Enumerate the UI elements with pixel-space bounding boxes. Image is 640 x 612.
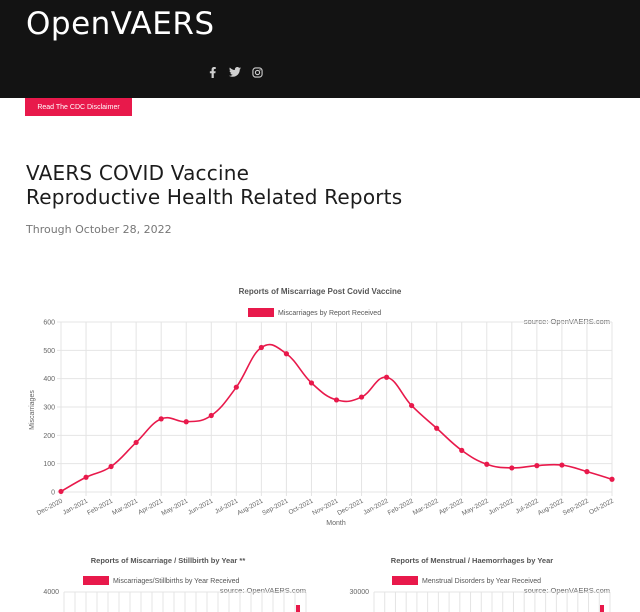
data-point[interactable]: [584, 469, 590, 475]
y-tick-label: 500: [43, 348, 55, 355]
x-axis-label: Month: [326, 520, 346, 527]
y-tick-label: 400: [43, 376, 55, 383]
data-point[interactable]: [509, 465, 515, 471]
x-tick-label: Mar-2021: [111, 497, 139, 516]
x-tick-label: Feb-2021: [86, 497, 114, 516]
site-logo[interactable]: OpenVAERS: [26, 6, 215, 42]
chart-source: source: OpenVAERS.com: [524, 586, 610, 595]
data-point[interactable]: [233, 384, 239, 390]
data-point[interactable]: [459, 447, 465, 453]
legend-label[interactable]: Miscarriages by Report Received: [278, 310, 381, 317]
chart-title: Reports of Miscarriage Post Covid Vaccin…: [239, 287, 402, 296]
menstrual-by-year-chart: Reports of Menstrual / Haemorrhages by Y…: [350, 556, 611, 612]
legend-swatch[interactable]: [392, 576, 418, 585]
twitter-icon[interactable]: [227, 64, 243, 80]
y-tick-label: 100: [43, 461, 55, 468]
site-header: OpenVAERS: [0, 0, 640, 98]
instagram-icon[interactable]: [249, 64, 265, 80]
data-point[interactable]: [308, 380, 315, 386]
y-tick-label: 30000: [350, 589, 370, 596]
x-tick-label: Sep-2021: [261, 497, 290, 517]
data-point[interactable]: [108, 463, 114, 470]
legend-swatch[interactable]: [83, 576, 109, 585]
x-tick-label: Dec-2020: [36, 497, 65, 517]
data-point[interactable]: [83, 474, 89, 480]
data-point[interactable]: [183, 419, 189, 425]
data-point[interactable]: [609, 476, 615, 482]
x-tick-label: Feb-2022: [387, 497, 415, 516]
y-tick-label: 300: [43, 405, 55, 412]
date-subtitle: Through October 28, 2022: [26, 223, 172, 236]
x-tick-label: Oct-2022: [588, 497, 615, 516]
legend-label[interactable]: Miscarriages/Stillbirths by Year Receive…: [113, 578, 240, 585]
bar[interactable]: [600, 605, 604, 612]
data-point[interactable]: [283, 351, 290, 357]
bar[interactable]: [296, 605, 300, 612]
x-tick-label: Oct-2021: [287, 497, 314, 516]
facebook-icon[interactable]: [205, 64, 221, 80]
miscarriage-line-chart: Reports of Miscarriage Post Covid Vaccin…: [29, 287, 615, 527]
data-point[interactable]: [133, 439, 139, 446]
x-tick-label: Apr-2022: [438, 497, 465, 516]
x-tick-label: Jun-2022: [488, 497, 516, 516]
x-tick-label: Apr-2021: [137, 497, 164, 516]
x-tick-label: Sep-2022: [562, 497, 591, 517]
data-point[interactable]: [409, 402, 415, 409]
x-tick-label: Jul-2021: [214, 497, 240, 515]
y-axis-label: Miscarriages: [29, 390, 36, 430]
data-point[interactable]: [484, 461, 490, 467]
data-point[interactable]: [434, 425, 440, 431]
page-title-line-2: Reproductive Health Related Reports: [26, 185, 403, 209]
chart-title: Reports of Menstrual / Haemorrhages by Y…: [391, 556, 553, 565]
stillbirth-by-year-chart: Reports of Miscarriage / Stillbirth by Y…: [43, 556, 307, 612]
x-tick-label: Jul-2022: [514, 497, 540, 515]
x-tick-label: Jun-2021: [187, 497, 215, 516]
legend-label[interactable]: Menstrual Disorders by Year Received: [422, 578, 541, 585]
data-point[interactable]: [208, 412, 214, 419]
x-tick-label: Mar-2022: [412, 497, 440, 516]
legend-swatch[interactable]: [248, 308, 274, 317]
x-tick-label: May-2021: [160, 497, 189, 517]
chart-source: source: OpenVAERS.com: [220, 586, 306, 595]
x-tick-label: Jan-2021: [62, 497, 90, 516]
cdc-disclaimer-button[interactable]: Read The CDC Disclaimer: [25, 98, 132, 116]
x-tick-label: May-2022: [461, 497, 490, 517]
x-tick-label: Nov-2021: [311, 497, 340, 517]
y-tick-label: 200: [43, 433, 55, 440]
data-point[interactable]: [534, 463, 540, 469]
x-tick-label: Jan-2022: [362, 497, 390, 516]
x-tick-label: Aug-2022: [537, 497, 566, 517]
y-tick-label: 600: [43, 320, 55, 327]
data-point[interactable]: [358, 394, 365, 400]
page-title-line-1: VAERS COVID Vaccine: [26, 161, 250, 185]
chart-title: Reports of Miscarriage / Stillbirth by Y…: [91, 556, 246, 565]
page-title: VAERS COVID Vaccine Reproductive Health …: [26, 161, 402, 209]
data-point[interactable]: [258, 344, 264, 351]
x-tick-label: Dec-2021: [336, 497, 365, 517]
data-point[interactable]: [58, 488, 64, 495]
data-point[interactable]: [158, 416, 164, 422]
y-tick-label: 4000: [43, 589, 59, 596]
data-point[interactable]: [559, 462, 565, 468]
x-tick-label: Aug-2021: [236, 497, 265, 517]
data-point[interactable]: [333, 397, 340, 403]
data-point[interactable]: [383, 374, 390, 380]
y-tick-label: 0: [51, 490, 55, 497]
